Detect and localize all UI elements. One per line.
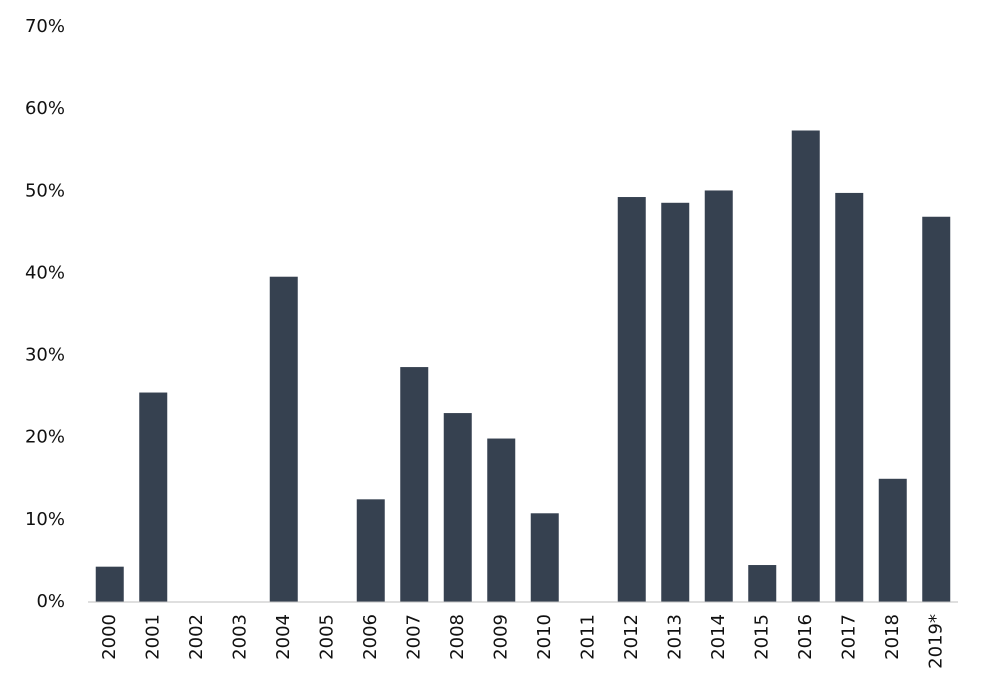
y-tick-label: 10% — [25, 509, 65, 530]
bar — [878, 478, 907, 602]
y-tick-label: 40% — [25, 262, 65, 283]
bar — [835, 192, 864, 602]
bar — [95, 566, 124, 602]
x-tick-label: 2005 — [316, 614, 337, 660]
x-tick-label: 2019* — [925, 614, 946, 669]
bar — [530, 513, 559, 602]
y-tick-label: 60% — [25, 98, 65, 119]
y-tick-label: 70% — [25, 16, 65, 37]
x-tick-label: 2012 — [621, 614, 642, 660]
x-tick-label: 2013 — [664, 614, 685, 660]
x-tick-label: 2000 — [99, 614, 120, 660]
x-tick-label: 2006 — [360, 614, 381, 660]
x-tick-label: 2003 — [229, 614, 250, 660]
bar — [617, 197, 646, 603]
bar — [748, 565, 777, 602]
bar — [487, 438, 516, 602]
x-tick-label: 2001 — [142, 614, 163, 660]
bar — [661, 202, 690, 603]
bar — [269, 276, 298, 602]
x-tick-label: 2010 — [534, 614, 555, 660]
x-tick-label: 2016 — [795, 614, 816, 660]
y-tick-label: 20% — [25, 427, 65, 448]
x-tick-label: 2007 — [403, 614, 424, 660]
bar — [791, 130, 820, 602]
y-tick-label: 0% — [36, 591, 65, 612]
x-tick-label: 2002 — [186, 614, 207, 660]
bar — [922, 216, 951, 602]
x-tick-label: 2008 — [447, 614, 468, 660]
x-tick-label: 2009 — [490, 614, 511, 660]
x-tick-label: 2018 — [882, 614, 903, 660]
x-tick-label: 2015 — [751, 614, 772, 660]
x-tick-label: 2004 — [273, 614, 294, 660]
y-tick-label: 50% — [25, 180, 65, 201]
x-tick-label: 2017 — [838, 614, 859, 660]
bar — [139, 392, 168, 602]
bar — [443, 413, 472, 602]
bar — [356, 499, 385, 602]
bar — [400, 367, 429, 602]
bar — [704, 190, 733, 602]
x-tick-label: 2014 — [708, 614, 729, 660]
x-tick-label: 2011 — [577, 614, 598, 660]
y-tick-label: 30% — [25, 345, 65, 366]
